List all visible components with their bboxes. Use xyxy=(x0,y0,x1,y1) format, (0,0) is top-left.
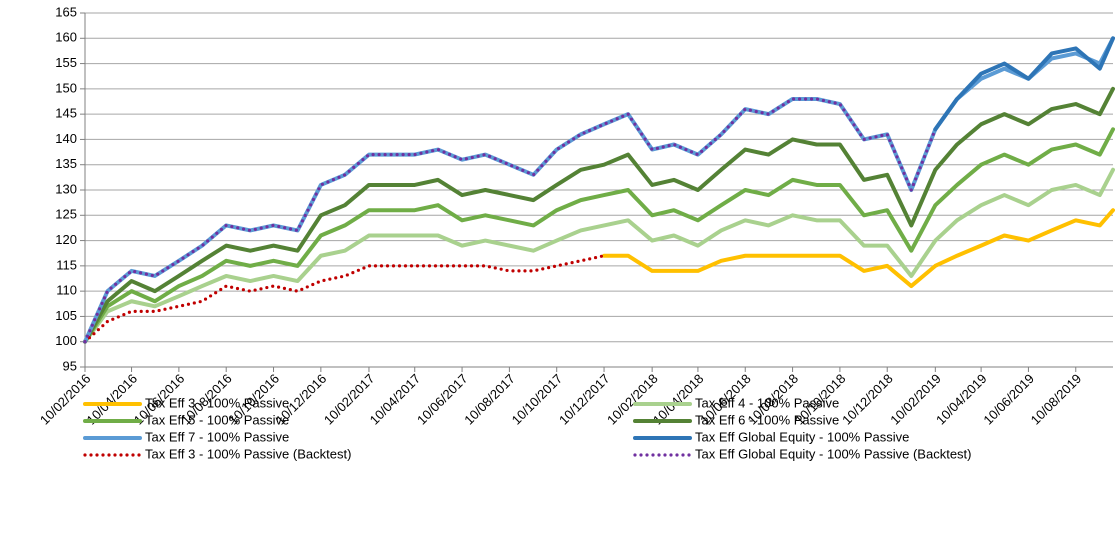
legend-label: Tax Eff 3 - 100% Passive (Backtest) xyxy=(145,446,351,461)
y-tick-label: 100 xyxy=(55,333,77,348)
y-tick-label: 145 xyxy=(55,106,77,121)
y-tick-label: 165 xyxy=(55,4,77,19)
x-tick-label: 10/12/2017 xyxy=(556,371,613,428)
series-line xyxy=(83,86,1115,344)
legend-label: Tax Eff 4 - 100% Passive xyxy=(695,395,839,410)
y-tick-label: 155 xyxy=(55,55,77,70)
y-tick-label: 115 xyxy=(56,257,77,272)
x-tick-label: 10/08/2019 xyxy=(1028,371,1085,428)
series-line xyxy=(83,97,937,344)
y-tick-label: 110 xyxy=(56,283,77,298)
y-tick-label: 135 xyxy=(55,156,77,171)
series-line xyxy=(602,208,1115,289)
series-line xyxy=(933,36,1115,132)
legend-label: Tax Eff 6 - 100% Passive xyxy=(695,412,839,427)
series-line xyxy=(83,127,1115,344)
legend-label: Tax Eff Global Equity - 100% Passive (Ba… xyxy=(695,446,972,461)
y-tick-label: 140 xyxy=(55,131,77,146)
y-tick-label: 95 xyxy=(63,358,77,373)
y-tick-label: 150 xyxy=(55,80,77,95)
legend-label: Tax Eff Global Equity - 100% Passive xyxy=(695,429,909,444)
series-line xyxy=(83,167,1115,344)
legend-label: Tax Eff 5 - 100% Passive xyxy=(145,412,289,427)
legend-label: Tax Eff 7 - 100% Passive xyxy=(145,429,289,444)
y-tick-label: 160 xyxy=(55,30,77,45)
legend-label: Tax Eff 3 - 100% Passive xyxy=(145,395,289,410)
y-tick-label: 105 xyxy=(55,308,77,323)
y-tick-label: 130 xyxy=(55,181,77,196)
y-tick-label: 120 xyxy=(55,232,77,247)
y-tick-label: 125 xyxy=(55,207,77,222)
x-tick-label: 10/12/2018 xyxy=(839,371,896,428)
series-line xyxy=(83,254,606,344)
